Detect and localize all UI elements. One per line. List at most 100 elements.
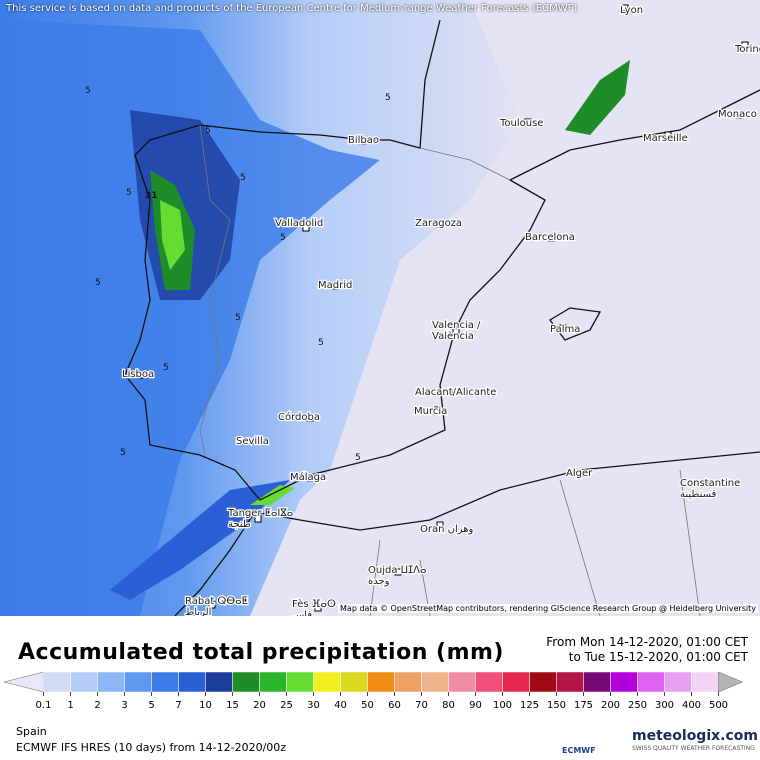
city-marker [741,41,749,49]
city-label: Toulouse [499,118,543,129]
legend-cell [151,671,179,693]
contour-label: 5 [163,363,169,373]
city-marker [736,111,744,119]
city-label: Murcia [414,406,447,417]
legend-cell [421,671,449,693]
legend-tick-label: 2 [94,700,100,711]
ecmwf-logo: ECMWF [562,746,596,755]
legend-cell [232,671,260,693]
city-marker [252,437,260,445]
city-marker [451,388,459,396]
contour-label: 5 [205,126,211,136]
legend-cell [583,671,611,693]
city-label: Palma [550,324,580,335]
legend-arrow [718,671,744,693]
city-label: Rabat ⵕⴱⴰⵟ الرباط [185,596,248,616]
city-marker [452,328,460,336]
legend-cell [664,671,692,693]
map: Lyon Torino Toulouse Monaco Marseille Bilbao V… [0,0,760,616]
legend-tick-label: 10 [199,700,212,711]
header-notice: This service is based on data and produc… [6,3,578,14]
legend-tick-label: 175 [574,700,593,711]
legend-tick-label: 90 [469,700,482,711]
legend-cell [70,671,98,693]
city-label: Valladolid [275,218,323,229]
city-marker [302,224,310,232]
legend-tick-label: 40 [334,700,347,711]
city-label: Madrid [318,280,352,291]
legend-cell [637,671,665,693]
city-label: Málaga [290,471,326,483]
coastline [124,19,760,616]
city-marker [394,568,402,576]
legend-tick-label: 30 [307,700,320,711]
legend-tick-label: 500 [709,700,728,711]
legend-tick-label: 5 [148,700,154,711]
city-label: Bilbao [348,135,379,146]
date-to: to Tue 15-12-2020, 01:00 CET [568,650,748,664]
date-from: From Mon 14-12-2020, 01:00 CET [546,635,748,649]
city-marker [548,234,556,242]
legend-cell [448,671,476,693]
city-marker [332,282,340,290]
contour-label: 5 [120,448,126,458]
legend-tick-label: 1 [67,700,73,711]
legend-tick-label: 0.1 [36,700,52,711]
legend: 0.1 1 2 3 5 7 10 15 20 25 30 40 50 60 70 80 90 100 125 150 1… [3,671,744,711]
contour-label: 5 [318,338,324,348]
city-label: Constantine قسنطينة [680,478,740,500]
city-marker [254,515,262,523]
legend-cell [205,671,233,693]
city-marker [208,601,216,609]
legend-tick-label: 60 [388,700,401,711]
legend-tick-label: 25 [280,700,293,711]
city-label: Sevilla [236,436,269,447]
city-label: Torino [734,44,760,55]
region: Spain [16,725,47,738]
city-label: Monaco [718,109,757,120]
city-label: Córdoba [278,411,320,423]
city-label: Marseille [643,133,688,144]
legend-tick-label: 250 [628,700,647,711]
city-marker [136,371,144,379]
legend-cell [529,671,557,693]
contour-label: 5 [235,313,241,323]
legend-cell [97,671,125,693]
legend-tick-label: 80 [442,700,455,711]
legend-cell [610,671,638,693]
legend-cell [286,671,314,693]
legend-tick-label: 50 [361,700,374,711]
contour-label: 5 [280,233,286,243]
city-marker [306,474,314,482]
contour-label: 5 [95,278,101,288]
contour-label: 5 [385,93,391,103]
city-label: Lisboa [122,369,154,380]
legend-cell [367,671,395,693]
city-label: Lyon [620,5,643,16]
contour-label: 5 [126,188,132,198]
contour-label: 31 [145,191,158,201]
legend-cell [475,671,503,693]
city-label: Barcelona [525,232,575,243]
legend-cell [43,671,71,693]
city-label: Alger [566,468,593,479]
city-marker [358,137,366,145]
legend-cell [313,671,341,693]
precip-area [130,110,240,300]
city-marker [559,324,567,332]
precip-area [110,480,290,600]
brand: meteologix.com [632,728,758,744]
contour-label: 5 [240,173,246,183]
legend-cell [556,671,584,693]
legend-tick-label: 125 [520,700,539,711]
city-label: Valencia / València [432,320,481,342]
legend-cell [502,671,530,693]
city-marker [524,118,532,126]
model: ECMWF IFS HRES (10 days) from 14-12-2020… [16,741,287,754]
legend-cell [340,671,368,693]
city-label: Zaragoza [415,218,462,229]
borders [199,124,701,616]
city-marker [314,604,322,612]
title: Accumulated total precipitation (mm) [18,640,504,665]
legend-arrow [3,671,44,693]
